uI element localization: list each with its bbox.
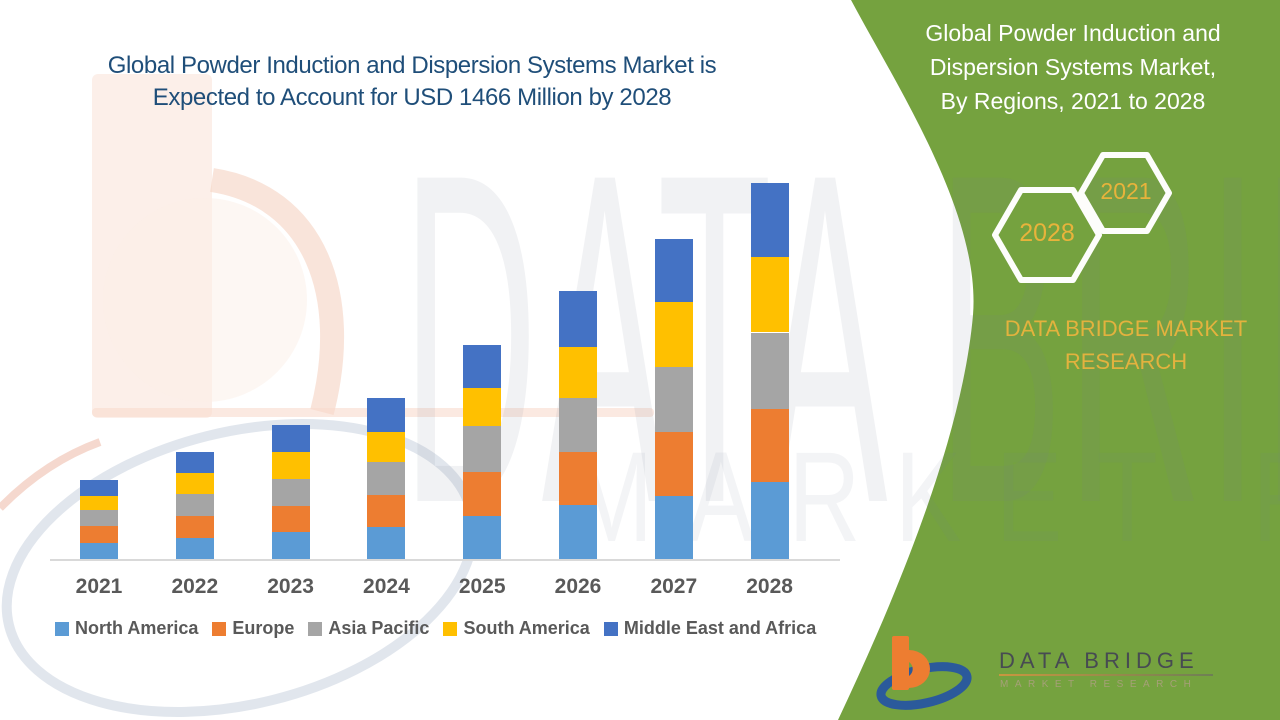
bar-segment-north-america-2026	[559, 505, 597, 559]
bar-segment-south-america-2021	[80, 496, 118, 511]
bar-segment-south-america-2027	[654, 302, 693, 367]
bar-segment-asia-pacific-2025	[463, 426, 502, 472]
bar-segment-middle-east-and-africa-2027	[654, 239, 693, 303]
footer-logo-name: DATA BRIDGE	[999, 648, 1199, 673]
x-axis-label-2026: 2026	[554, 575, 602, 598]
x-axis-label-2025: 2025	[458, 575, 506, 598]
x-axis-label-2021: 2021	[75, 575, 123, 598]
bar-segment-europe-2023	[271, 506, 310, 533]
legend-label-north-america: North America	[75, 618, 199, 638]
bar-segment-middle-east-and-africa-2026	[559, 291, 597, 348]
bar-segment-asia-pacific-2021	[80, 510, 118, 526]
x-axis-label-2022: 2022	[171, 575, 219, 598]
bar-segment-middle-east-and-africa-2022	[175, 452, 214, 473]
page-title-line1: Global Powder Induction and Dispersion S…	[107, 52, 717, 79]
brand-name-text: DATA BRIDGE MARKET RESEARCH	[1004, 316, 1248, 374]
bar-segment-europe-2026	[559, 452, 597, 506]
x-axis-label-2023: 2023	[267, 575, 314, 598]
bar-segment-asia-pacific-2024	[367, 461, 406, 495]
footer-logo-underline	[999, 674, 1213, 676]
legend-swatch-asia-pacific	[308, 621, 323, 636]
legend-swatch-middle-east-and-africa	[603, 621, 618, 636]
bar-segment-asia-pacific-2026	[559, 397, 597, 453]
hexagon-year-2021: 2021	[1100, 178, 1152, 204]
legend-label-middle-east-and-africa: Middle East and Africa	[623, 618, 817, 638]
hexagon-year-2028: 2028	[1019, 219, 1075, 247]
legend-item-north-america: North America	[55, 618, 198, 639]
watermark-logo-swoosh	[1, 419, 479, 717]
legend-item-south-america: South America	[443, 618, 590, 639]
bar-segment-middle-east-and-africa-2024	[367, 398, 406, 433]
x-axis-line	[50, 559, 840, 561]
bar-segment-north-america-2021	[80, 543, 118, 559]
bar-segment-south-america-2023	[271, 452, 310, 480]
bar-segment-europe-2021	[80, 525, 118, 544]
bar-segment-south-america-2024	[367, 432, 406, 462]
legend-label-asia-pacific: Asia Pacific	[328, 618, 430, 638]
bar-segment-south-america-2028	[750, 257, 789, 333]
bar-segment-middle-east-and-africa-2021	[80, 479, 118, 496]
bar-segment-asia-pacific-2022	[175, 494, 214, 517]
bar-segment-north-america-2023	[271, 532, 310, 559]
footer-logo-tagline: MARKET RESEARCH	[1000, 679, 1198, 690]
chart-legend: North America Europe Asia Pacific South Ame…	[55, 618, 816, 639]
legend-swatch-north-america	[55, 621, 69, 636]
page-title: Global Powder Induction and Dispersion S…	[62, 50, 762, 114]
logo-b-stem-icon	[892, 636, 909, 690]
bar-segment-north-america-2028	[750, 482, 789, 559]
legend-swatch-south-america	[443, 621, 458, 636]
bar-segment-north-america-2022	[175, 538, 214, 559]
x-axis-label-2024: 2024	[363, 575, 410, 598]
page-title-line2: Expected to Account for USD 1466 Million…	[152, 84, 672, 111]
bar-segment-south-america-2025	[463, 387, 502, 427]
bar-segment-europe-2027	[654, 431, 693, 496]
right-panel-title: Global Powder Induction and Dispersion S…	[925, 20, 1221, 114]
legend-item-europe: Europe	[212, 618, 294, 639]
bar-segment-middle-east-and-africa-2025	[463, 345, 502, 388]
bar-segment-asia-pacific-2023	[271, 479, 310, 506]
bar-segment-europe-2028	[750, 408, 789, 483]
legend-label-south-america: South America	[463, 618, 590, 638]
watermark-logo-stem	[92, 74, 212, 418]
bar-segment-europe-2025	[463, 471, 502, 516]
watermark-logo-bowl-arc	[209, 168, 345, 415]
legend-swatch-europe	[212, 621, 227, 636]
legend-item-asia-pacific: Asia Pacific	[308, 618, 429, 639]
watermark-logo-bowl-fill	[103, 198, 307, 402]
bar-segment-north-america-2024	[367, 526, 406, 559]
footer-logo-mark	[876, 636, 972, 710]
bar-segment-europe-2024	[367, 494, 406, 527]
x-axis-label-2027: 2027	[650, 575, 698, 598]
bar-segment-north-america-2027	[654, 496, 693, 559]
bar-segment-middle-east-and-africa-2023	[271, 425, 310, 453]
bar-segment-middle-east-and-africa-2028	[750, 183, 789, 258]
bar-segment-south-america-2026	[559, 347, 597, 398]
bar-segment-north-america-2025	[463, 516, 502, 559]
legend-label-europe: Europe	[232, 618, 295, 638]
bar-segment-europe-2022	[175, 516, 214, 538]
x-axis-label-2028: 2028	[746, 575, 793, 598]
bar-segment-asia-pacific-2028	[750, 332, 789, 409]
legend-item-middle-east-and-africa: Middle East and Africa	[603, 618, 817, 639]
bar-segment-south-america-2022	[175, 472, 214, 495]
bar-segment-asia-pacific-2027	[654, 366, 693, 432]
